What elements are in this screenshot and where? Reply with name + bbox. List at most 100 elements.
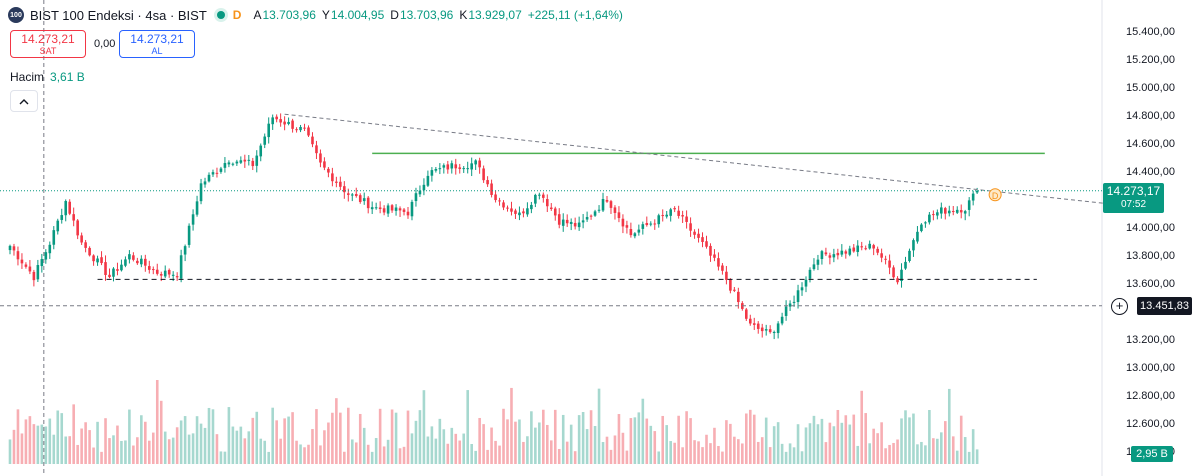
volume-bar — [426, 436, 430, 464]
candle-body — [271, 117, 274, 125]
sell-button[interactable]: 14.273,21 SAT — [10, 30, 86, 58]
volume-bar — [852, 414, 856, 464]
volume-bar — [370, 451, 374, 464]
volume-bar — [263, 440, 267, 464]
volume-bar — [752, 414, 756, 464]
volume-bar — [319, 445, 322, 464]
volume-bar — [235, 430, 239, 464]
volume-bar — [406, 410, 410, 464]
candle-body — [295, 129, 298, 131]
candle-body — [573, 222, 577, 227]
volume-bar — [24, 419, 28, 464]
candle-body — [880, 253, 883, 258]
volume-bar — [410, 433, 414, 464]
symbol-header: 100 BIST 100 Endeksi · 4sa · BIST D A 13.… — [8, 6, 629, 24]
volume-bar — [629, 418, 633, 464]
volume-bar — [856, 445, 860, 464]
volume-bar — [378, 408, 382, 464]
volume-bar — [888, 444, 891, 464]
volume-bar — [733, 436, 736, 464]
candle-body — [366, 197, 370, 209]
dividend-marker-label: D — [992, 191, 999, 201]
volume-bar — [486, 449, 489, 464]
volume-bar — [104, 418, 107, 464]
volume-bar — [144, 421, 147, 464]
candle-body — [677, 210, 680, 216]
volume-bar — [48, 418, 52, 464]
dividend-marker-icon — [988, 188, 1002, 202]
volume-bar — [56, 410, 60, 464]
chevron-up-icon — [19, 98, 29, 104]
candle-body — [844, 251, 848, 254]
volume-bar — [963, 437, 967, 464]
close-key: K — [459, 8, 468, 22]
price-axis-tick: 15.400,00 — [1126, 26, 1175, 38]
volume-bar — [892, 442, 895, 464]
sell-label: SAT — [39, 46, 57, 56]
candle-body — [215, 172, 219, 174]
volume-bar — [92, 447, 95, 464]
candle-body — [713, 254, 716, 258]
high-value: 14.004,95 — [330, 8, 385, 22]
volume-bar — [936, 438, 939, 464]
dividend-badge[interactable]: D — [232, 8, 242, 22]
candle-body — [840, 250, 844, 255]
volume-bar — [840, 422, 844, 464]
volume-bar — [450, 427, 454, 464]
candle-body — [832, 254, 836, 258]
volume-bar — [788, 443, 792, 464]
volume-bar — [295, 440, 298, 464]
volume-bar — [128, 409, 131, 464]
candle-body — [48, 244, 52, 254]
candle-body — [912, 240, 915, 251]
candle-body — [287, 121, 290, 124]
volume-bar — [553, 409, 557, 464]
volume-bar — [227, 407, 231, 464]
symbol-title[interactable]: BIST 100 Endeksi · 4sa · BIST — [30, 7, 207, 23]
volume-bar — [311, 429, 314, 464]
volume-bar — [593, 426, 597, 464]
candle-body — [828, 255, 832, 258]
volume-bar — [717, 445, 720, 464]
volume-bar — [944, 421, 947, 464]
volume-bar — [207, 407, 211, 464]
volume-bar — [430, 426, 434, 464]
volume-bar — [589, 410, 593, 464]
volume-bar — [756, 441, 760, 464]
volume-bar — [239, 426, 243, 464]
candle-body — [924, 222, 927, 224]
candle-body — [908, 250, 911, 262]
candle-body — [179, 255, 183, 279]
volume-bar — [908, 417, 911, 464]
volume-bar — [971, 429, 975, 464]
candle-body — [263, 136, 267, 145]
candle-body — [944, 208, 947, 214]
candle-body — [52, 230, 56, 245]
volume-bar — [959, 415, 963, 464]
volume-bar — [80, 428, 83, 464]
volume-bar — [542, 409, 545, 464]
volume-bar — [677, 415, 680, 464]
volume-bar — [175, 427, 179, 464]
candle-body — [398, 208, 402, 211]
volume-bar — [283, 418, 286, 464]
buy-button[interactable]: 14.273,21 AL — [119, 30, 195, 58]
candle-body — [581, 220, 585, 223]
volume-bar — [804, 427, 808, 464]
candle-body — [151, 269, 155, 271]
candle-body — [514, 210, 517, 214]
collapse-button[interactable] — [10, 90, 38, 112]
volume-bar — [307, 444, 310, 464]
add-alert-icon[interactable]: + — [1111, 297, 1128, 315]
candle-body — [187, 225, 191, 245]
volume-bar — [462, 433, 466, 464]
candle-body — [553, 208, 557, 216]
candle-body — [721, 265, 724, 271]
volume-bar — [112, 435, 115, 464]
candle-body — [800, 287, 804, 291]
volume-bar — [187, 434, 191, 464]
candle-body — [967, 200, 971, 210]
candle-body — [649, 223, 653, 225]
candle-body — [323, 161, 326, 168]
